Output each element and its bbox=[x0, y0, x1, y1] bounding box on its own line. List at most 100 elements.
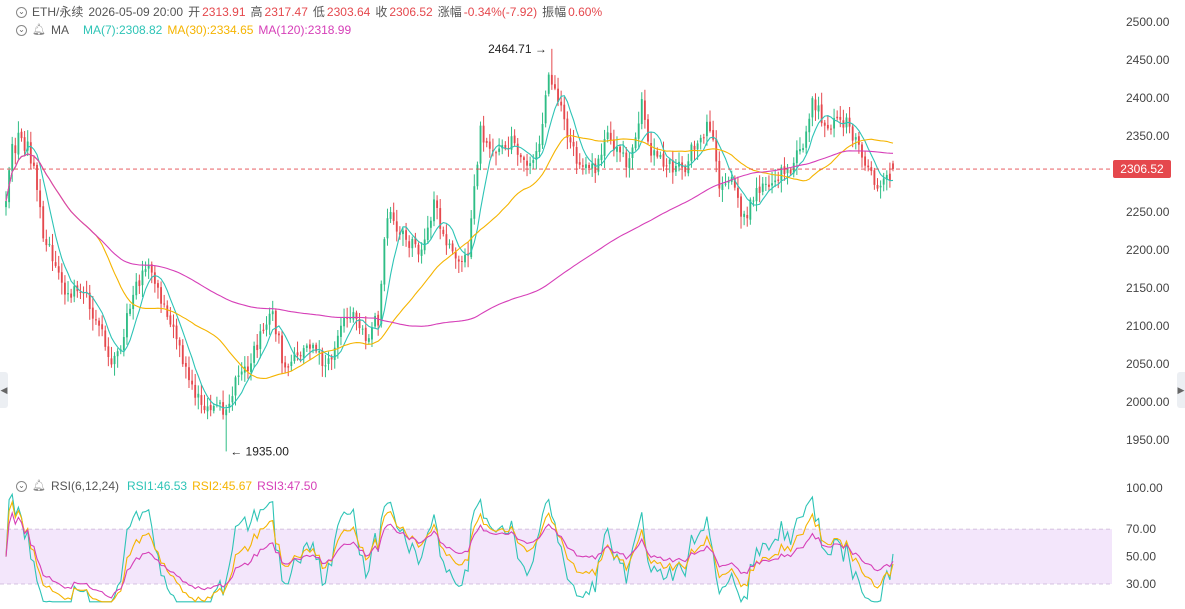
candle[interactable] bbox=[653, 138, 656, 166]
candle[interactable] bbox=[768, 175, 770, 192]
candle[interactable] bbox=[240, 362, 243, 381]
candle[interactable] bbox=[268, 307, 271, 335]
candle[interactable] bbox=[485, 137, 488, 148]
bell-icon[interactable]: 🔔︎ bbox=[32, 24, 46, 36]
candle[interactable] bbox=[563, 96, 566, 131]
candle[interactable] bbox=[290, 354, 293, 371]
candle[interactable] bbox=[305, 343, 308, 353]
candle[interactable] bbox=[833, 108, 836, 138]
candle[interactable] bbox=[85, 280, 88, 298]
candle[interactable] bbox=[312, 342, 314, 354]
candle[interactable] bbox=[743, 210, 746, 226]
candle[interactable] bbox=[678, 152, 680, 172]
candle[interactable] bbox=[129, 303, 131, 317]
candle[interactable] bbox=[237, 365, 240, 386]
candle[interactable] bbox=[830, 124, 832, 135]
candle[interactable] bbox=[259, 324, 262, 359]
candle[interactable] bbox=[70, 288, 73, 303]
candle[interactable] bbox=[826, 115, 829, 131]
candlestick-series[interactable] bbox=[5, 48, 894, 452]
collapse-chevron-icon[interactable]: ⌄ bbox=[16, 480, 27, 492]
candle[interactable] bbox=[343, 308, 345, 333]
candle[interactable] bbox=[20, 128, 23, 142]
candle[interactable] bbox=[219, 399, 221, 411]
candle[interactable] bbox=[727, 176, 730, 190]
candle[interactable] bbox=[315, 342, 318, 354]
candle[interactable] bbox=[408, 235, 411, 258]
candle[interactable] bbox=[625, 147, 628, 178]
candle[interactable] bbox=[712, 120, 715, 142]
candle[interactable] bbox=[333, 341, 336, 369]
candle[interactable] bbox=[14, 137, 17, 165]
candle[interactable] bbox=[107, 337, 110, 367]
candle[interactable] bbox=[681, 156, 684, 180]
candle[interactable] bbox=[153, 265, 156, 293]
candle[interactable] bbox=[228, 394, 231, 413]
candle[interactable] bbox=[774, 169, 777, 188]
candle[interactable] bbox=[476, 161, 479, 190]
candle[interactable] bbox=[603, 129, 606, 169]
collapse-chevron-icon[interactable]: ⌄ bbox=[16, 6, 27, 18]
candle[interactable] bbox=[423, 228, 426, 255]
scroll-right-arrow-icon[interactable]: ▶ bbox=[1177, 372, 1185, 408]
candle[interactable] bbox=[414, 232, 417, 248]
candle[interactable] bbox=[352, 307, 355, 323]
candle[interactable] bbox=[274, 308, 277, 342]
candle[interactable] bbox=[197, 385, 200, 410]
candle[interactable] bbox=[203, 394, 206, 414]
candle[interactable] bbox=[647, 114, 649, 145]
candle[interactable] bbox=[54, 250, 57, 268]
candle[interactable] bbox=[91, 296, 94, 331]
candle[interactable] bbox=[740, 193, 742, 229]
candle[interactable] bbox=[383, 237, 386, 292]
candle[interactable] bbox=[823, 119, 826, 138]
candle[interactable] bbox=[612, 129, 615, 157]
candle[interactable] bbox=[814, 93, 817, 121]
candle[interactable] bbox=[113, 352, 116, 376]
candle[interactable] bbox=[560, 90, 563, 112]
candle[interactable] bbox=[262, 323, 265, 334]
candle[interactable] bbox=[888, 162, 891, 188]
candle[interactable] bbox=[101, 315, 104, 337]
candle[interactable] bbox=[634, 132, 637, 151]
candle[interactable] bbox=[811, 96, 814, 127]
candle[interactable] bbox=[246, 356, 249, 379]
candle[interactable] bbox=[42, 200, 45, 242]
candle[interactable] bbox=[836, 110, 839, 121]
candle[interactable] bbox=[550, 48, 553, 90]
candle[interactable] bbox=[547, 72, 550, 97]
candle[interactable] bbox=[138, 274, 141, 294]
candle[interactable] bbox=[73, 279, 76, 303]
candle[interactable] bbox=[709, 110, 711, 133]
candle[interactable] bbox=[402, 227, 404, 246]
candle[interactable] bbox=[371, 322, 373, 347]
candle[interactable] bbox=[789, 168, 792, 176]
candle[interactable] bbox=[513, 129, 516, 147]
candle[interactable] bbox=[17, 121, 20, 160]
candle[interactable] bbox=[36, 162, 38, 202]
candle[interactable] bbox=[721, 176, 724, 202]
candle[interactable] bbox=[445, 224, 448, 255]
candle[interactable] bbox=[39, 178, 42, 219]
candle[interactable] bbox=[141, 260, 144, 298]
candle[interactable] bbox=[126, 303, 128, 345]
candle[interactable] bbox=[32, 155, 35, 170]
candle[interactable] bbox=[786, 164, 789, 185]
candle[interactable] bbox=[45, 229, 48, 252]
candle[interactable] bbox=[643, 89, 646, 129]
candle[interactable] bbox=[761, 177, 764, 196]
candle[interactable] bbox=[104, 325, 107, 351]
candle[interactable] bbox=[771, 171, 773, 194]
candle[interactable] bbox=[777, 171, 780, 189]
candle[interactable] bbox=[792, 157, 795, 178]
candle[interactable] bbox=[659, 151, 662, 159]
candle[interactable] bbox=[451, 240, 454, 255]
candle[interactable] bbox=[544, 90, 547, 128]
candle[interactable] bbox=[873, 167, 876, 190]
candle[interactable] bbox=[600, 143, 603, 167]
candle[interactable] bbox=[799, 137, 801, 155]
candle[interactable] bbox=[386, 208, 389, 246]
candle[interactable] bbox=[284, 355, 287, 373]
candle[interactable] bbox=[172, 314, 175, 339]
candle[interactable] bbox=[200, 384, 203, 414]
